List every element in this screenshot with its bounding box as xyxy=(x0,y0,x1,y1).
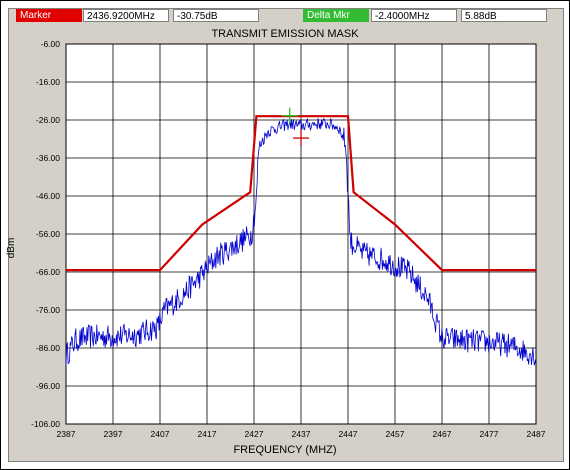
delta-frequency: -2.4000MHz xyxy=(371,9,457,22)
x-tick-label: 2387 xyxy=(57,429,76,439)
y-tick-label: -96.00 xyxy=(36,381,60,391)
y-tick-label: -66.00 xyxy=(36,267,60,277)
delta-marker-crosshair xyxy=(281,107,298,124)
x-tick-label: 2437 xyxy=(292,429,311,439)
x-tick-label: 2477 xyxy=(480,429,499,439)
marker-label: Marker xyxy=(16,9,82,22)
x-tick-label: 2447 xyxy=(339,429,358,439)
y-tick-label: -56.00 xyxy=(36,229,60,239)
y-tick-label: -76.00 xyxy=(36,305,60,315)
spectrum-trace xyxy=(65,117,537,366)
delta-level: 5.88dB xyxy=(461,9,547,22)
y-tick-label: -106.00 xyxy=(31,419,60,429)
y-tick-label: -36.00 xyxy=(36,153,60,163)
marker-crosshair xyxy=(293,130,309,147)
x-tick-label: 2487 xyxy=(527,429,546,439)
marker-frequency: 2436.9200MHz xyxy=(83,9,169,22)
x-tick-label: 2427 xyxy=(245,429,264,439)
y-tick-label: -6.00 xyxy=(41,39,61,49)
delta-marker-label: Delta Mkr xyxy=(303,9,369,22)
x-axis-label: FREQUENCY (MHZ) xyxy=(233,444,337,456)
x-tick-label: 2407 xyxy=(151,429,170,439)
y-tick-label: -46.00 xyxy=(36,191,60,201)
x-tick-label: 2417 xyxy=(198,429,217,439)
x-tick-label: 2467 xyxy=(433,429,452,439)
y-tick-label: -26.00 xyxy=(36,115,60,125)
x-tick-label: 2457 xyxy=(386,429,405,439)
mask-line xyxy=(66,115,536,272)
marker-level: -30.75dB xyxy=(173,9,259,22)
chart-title: TRANSMIT EMISSION MASK xyxy=(211,28,359,40)
y-tick-label: -86.00 xyxy=(36,343,60,353)
x-tick-label: 2397 xyxy=(104,429,123,439)
y-tick-label: -16.00 xyxy=(36,77,60,87)
